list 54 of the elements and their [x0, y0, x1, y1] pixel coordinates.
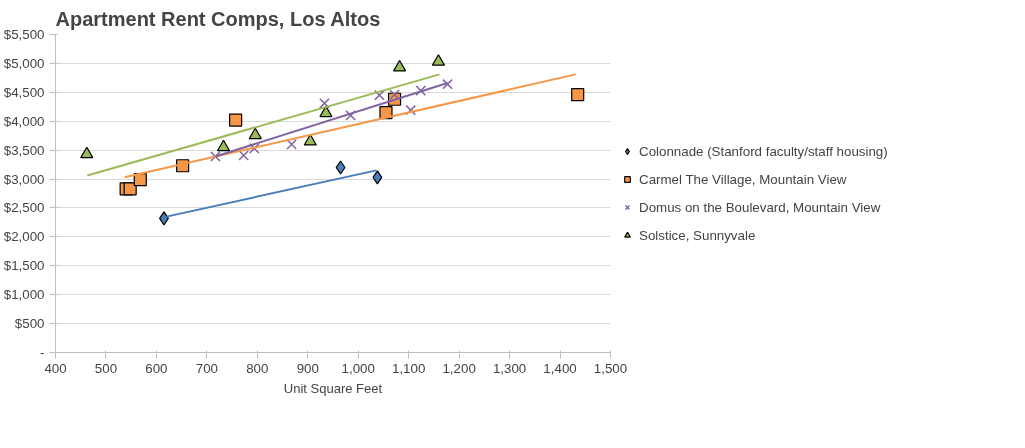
- point: [345, 110, 357, 121]
- x-tick-label: 900: [296, 360, 319, 376]
- y-tick-label: $2,000: [3, 229, 45, 245]
- y-tick-label: $2,500: [3, 200, 45, 216]
- x-tick-label: 1,000: [341, 360, 375, 376]
- point: [415, 85, 427, 96]
- point: [571, 88, 585, 102]
- y-tick-label: $3,500: [3, 142, 45, 158]
- point: [372, 170, 383, 185]
- point: [248, 127, 262, 140]
- x-tick-label: 400: [44, 360, 67, 376]
- y-tick-label: -: [40, 345, 45, 360]
- point: [405, 104, 417, 116]
- point: [216, 139, 231, 152]
- point: [286, 139, 297, 150]
- y-tick-label: $4,000: [3, 113, 45, 129]
- chart-title: Apartment Rent Comps, Los Altos: [55, 7, 381, 30]
- legend-label: Colonnade (Stanford faculty/staff housing): [639, 143, 888, 159]
- point: [238, 149, 250, 161]
- point: [379, 105, 393, 120]
- x-tick-label: 1,300: [492, 360, 527, 376]
- point: [335, 160, 346, 175]
- point: [442, 78, 453, 90]
- x-tick-label: 1,400: [543, 360, 577, 376]
- point: [393, 59, 407, 72]
- point: [210, 151, 221, 162]
- x-tick-label: 700: [195, 360, 218, 376]
- x-tick-label: 1,500: [593, 360, 628, 376]
- point: [319, 105, 333, 118]
- point: [229, 113, 243, 127]
- y-tick-label: $5,500: [3, 27, 45, 42]
- y-tick-label: $5,000: [3, 55, 45, 71]
- y-tick-label: $1,000: [3, 287, 45, 303]
- x-axis-title: Unit Square Feet: [283, 380, 383, 396]
- y-tick-label: $3,000: [3, 171, 45, 187]
- y-tick-label: $500: [14, 316, 45, 332]
- x-tick-label: 1,200: [442, 360, 476, 376]
- point: [248, 143, 260, 154]
- point: [303, 133, 317, 146]
- x-tick-label: 500: [94, 360, 118, 376]
- point: [319, 97, 330, 109]
- x-tick-label: 1,100: [392, 360, 426, 376]
- point: [374, 89, 385, 101]
- x-tick-label: 600: [145, 360, 168, 376]
- y-tick-label: $1,500: [3, 258, 45, 274]
- legend-label: Domus on the Boulevard, Mountain View: [639, 199, 881, 215]
- point: [123, 182, 137, 196]
- x-tick-label: 800: [246, 360, 269, 376]
- y-tick-label: $4,500: [3, 84, 45, 100]
- legend-label: Carmel The Village, Mountain View: [639, 171, 847, 187]
- point: [431, 54, 446, 66]
- point: [389, 89, 400, 100]
- point: [80, 146, 94, 159]
- legend-label: Solstice, Sunnyvale: [639, 227, 756, 243]
